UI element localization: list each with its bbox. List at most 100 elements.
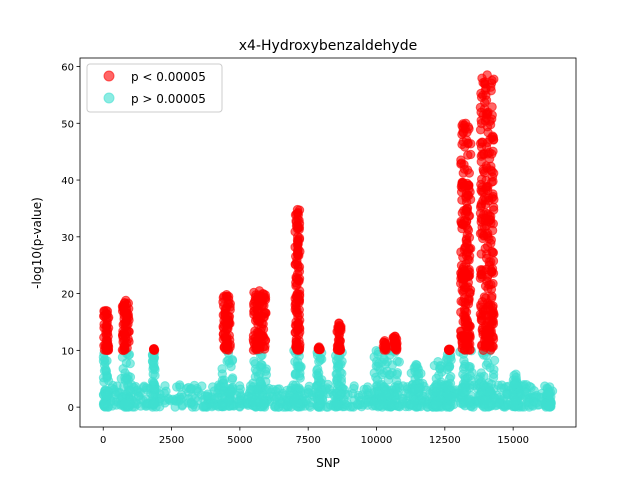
data-point-significant bbox=[314, 342, 324, 352]
data-point-nonsignificant bbox=[443, 390, 453, 401]
data-point-significant bbox=[465, 285, 476, 295]
data-point-significant bbox=[292, 274, 303, 284]
data-point-nonsignificant bbox=[410, 384, 420, 394]
data-point-significant bbox=[456, 307, 466, 317]
data-point-nonsignificant bbox=[394, 401, 404, 411]
data-point-significant bbox=[149, 344, 159, 354]
data-point-significant bbox=[488, 146, 498, 157]
data-point-nonsignificant bbox=[184, 394, 194, 404]
data-point-nonsignificant bbox=[198, 401, 209, 412]
data-point-significant bbox=[479, 335, 490, 346]
data-point-nonsignificant bbox=[247, 384, 258, 395]
data-point-significant bbox=[118, 345, 129, 356]
data-point-significant bbox=[487, 166, 497, 177]
data-point-significant bbox=[456, 155, 466, 165]
data-point-significant bbox=[476, 249, 486, 259]
data-point-nonsignificant bbox=[433, 357, 443, 367]
data-point-nonsignificant bbox=[262, 385, 272, 395]
data-point-significant bbox=[482, 241, 493, 252]
data-point-significant bbox=[290, 259, 301, 269]
data-point-nonsignificant bbox=[216, 401, 226, 411]
data-point-significant bbox=[250, 316, 261, 326]
data-point-nonsignificant bbox=[463, 395, 473, 405]
data-point-significant bbox=[101, 344, 112, 355]
data-point-nonsignificant bbox=[349, 381, 359, 391]
data-point-nonsignificant bbox=[175, 380, 185, 390]
data-point-nonsignificant bbox=[390, 392, 400, 402]
data-point-nonsignificant bbox=[186, 383, 196, 393]
data-point-significant bbox=[220, 311, 230, 322]
data-point-nonsignificant bbox=[100, 399, 110, 409]
data-point-nonsignificant bbox=[250, 364, 261, 375]
data-point-significant bbox=[488, 202, 499, 212]
y-tick-label: 30 bbox=[61, 233, 74, 244]
data-point-significant bbox=[458, 274, 468, 284]
y-tick-label: 0 bbox=[68, 403, 74, 414]
data-point-significant bbox=[481, 142, 492, 152]
x-axis-ticks: 0 2500 5000 7500 10000 12500 15000 bbox=[100, 427, 529, 446]
data-point-significant bbox=[476, 115, 486, 126]
data-point-significant bbox=[488, 268, 499, 278]
y-tick-label: 10 bbox=[61, 346, 74, 357]
y-axis-ticks: 0 10 20 30 40 50 60 bbox=[61, 63, 80, 414]
data-point-significant bbox=[482, 276, 492, 286]
data-point-nonsignificant bbox=[459, 387, 469, 397]
data-point-nonsignificant bbox=[133, 391, 144, 401]
data-point-nonsignificant bbox=[334, 391, 345, 401]
data-point-significant bbox=[479, 104, 490, 114]
data-point-nonsignificant bbox=[411, 359, 421, 370]
data-point-significant bbox=[293, 250, 303, 261]
legend-label-significant: p < 0.00005 bbox=[131, 70, 206, 84]
y-tick-label: 40 bbox=[61, 176, 74, 187]
data-point-significant bbox=[456, 260, 467, 271]
x-axis-label: SNP bbox=[316, 456, 340, 470]
data-point-significant bbox=[465, 321, 475, 331]
data-point-significant bbox=[487, 102, 497, 112]
data-point-nonsignificant bbox=[99, 366, 110, 376]
data-point-nonsignificant bbox=[543, 401, 553, 411]
data-point-significant bbox=[458, 252, 468, 262]
data-point-significant bbox=[487, 177, 497, 187]
nonsignificant-points bbox=[98, 345, 558, 412]
data-point-nonsignificant bbox=[375, 401, 385, 411]
data-point-significant bbox=[482, 70, 492, 80]
data-point-significant bbox=[482, 230, 492, 240]
data-point-significant bbox=[334, 345, 345, 356]
data-point-nonsignificant bbox=[522, 388, 532, 398]
data-point-significant bbox=[118, 303, 129, 314]
legend-box bbox=[86, 63, 223, 113]
data-point-significant bbox=[489, 74, 499, 84]
data-point-nonsignificant bbox=[379, 355, 390, 365]
data-point-significant bbox=[481, 293, 491, 303]
data-point-significant bbox=[102, 335, 113, 346]
legend-marker-significant bbox=[103, 70, 115, 82]
data-point-significant bbox=[291, 340, 301, 350]
data-point-nonsignificant bbox=[431, 373, 441, 384]
data-point-nonsignificant bbox=[227, 356, 238, 366]
legend-marker-nonsignificant bbox=[103, 92, 115, 104]
data-point-nonsignificant bbox=[148, 399, 158, 410]
data-point-nonsignificant bbox=[485, 363, 495, 373]
data-point-significant bbox=[334, 318, 344, 328]
data-point-nonsignificant bbox=[372, 356, 382, 367]
data-point-significant bbox=[464, 180, 474, 190]
data-point-nonsignificant bbox=[377, 392, 387, 402]
data-point-significant bbox=[119, 314, 129, 324]
x-tick-label: 2500 bbox=[159, 435, 184, 446]
data-point-nonsignificant bbox=[384, 369, 395, 380]
data-point-nonsignificant bbox=[150, 370, 160, 381]
data-point-nonsignificant bbox=[394, 357, 404, 367]
data-point-nonsignificant bbox=[260, 366, 271, 376]
data-point-nonsignificant bbox=[348, 388, 358, 399]
significant-points bbox=[99, 70, 499, 356]
data-point-nonsignificant bbox=[345, 402, 356, 412]
x-tick-label: 12500 bbox=[429, 435, 461, 446]
data-point-significant bbox=[462, 127, 472, 138]
data-point-significant bbox=[390, 331, 400, 341]
data-point-significant bbox=[478, 195, 488, 206]
data-point-nonsignificant bbox=[524, 397, 534, 407]
data-point-nonsignificant bbox=[223, 396, 233, 406]
data-point-nonsignificant bbox=[100, 355, 110, 365]
legend: p < 0.00005 p > 0.00005 bbox=[86, 63, 223, 113]
